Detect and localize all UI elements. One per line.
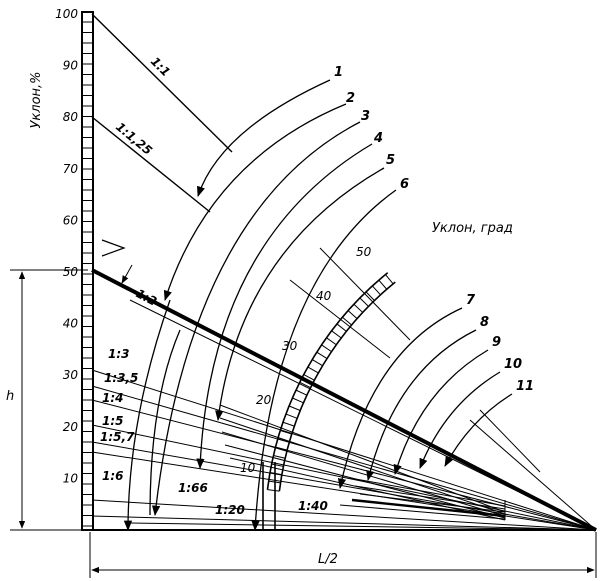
curve-num-1: 1 <box>334 65 343 80</box>
axis-tick-60: 60 <box>63 213 79 227</box>
curve-arrow-1 <box>197 79 331 197</box>
slope-line-1-5-7 <box>91 441 597 531</box>
degree-guides <box>289 247 411 359</box>
percent-axis: 100 90 80 70 60 50 40 30 20 10 <box>55 7 94 531</box>
label-1-1: 1:1 <box>148 54 173 79</box>
label-1-2: 1:2 <box>134 286 160 308</box>
slope-line-1-1-25 <box>91 116 211 213</box>
curve-arrow-7 <box>337 307 463 490</box>
axis-tick-40: 40 <box>63 317 79 331</box>
curve-arrows-right <box>337 307 513 490</box>
label-1-66: 1:66 <box>178 481 208 495</box>
slope-line-1-4 <box>91 399 597 531</box>
axis-tick-30: 30 <box>63 368 79 382</box>
label-1-3: 1:3 <box>108 347 130 361</box>
curve-num-9: 9 <box>492 335 501 350</box>
curve-number-labels: 1 2 3 4 5 6 7 8 9 10 11 <box>334 65 534 394</box>
slope-line-1-20 <box>91 499 597 531</box>
curve-num-3: 3 <box>361 109 370 124</box>
degree-scale-title: Уклон, град <box>432 221 513 236</box>
curve-num-2: 2 <box>346 91 355 106</box>
curve-num-6: 6 <box>400 177 409 192</box>
slope-line-1-1 <box>91 13 233 153</box>
curve-arrows-left <box>123 79 397 532</box>
axis-tick-10: 10 <box>63 471 79 485</box>
label-1-5: 1:5 <box>102 414 124 428</box>
slope-line-1-3-5 <box>91 385 597 531</box>
curve-num-10: 10 <box>504 357 522 372</box>
label-1-3-5: 1:3,5 <box>104 371 138 385</box>
slope-line-1-6 <box>91 451 597 531</box>
curve-arrow-4 <box>196 143 373 470</box>
label-1-6: 1:6 <box>102 469 124 483</box>
axis-tick-70: 70 <box>63 162 79 176</box>
fan-lines <box>219 404 597 531</box>
l2-label: L/2 <box>318 552 338 567</box>
curve-num-8: 8 <box>480 315 489 330</box>
slope-line-1-40 <box>91 515 597 531</box>
h-label: h <box>6 389 14 404</box>
degree-tick-labels: 50 40 30 20 10 <box>240 245 372 475</box>
curve-arrow-2 <box>163 103 347 301</box>
deg-tick-40: 40 <box>316 289 332 303</box>
curve-num-7: 7 <box>466 293 476 308</box>
curve-arrow-5 <box>215 167 385 422</box>
deg-tick-50: 50 <box>356 245 372 259</box>
axis-tick-90: 90 <box>63 59 79 73</box>
y-axis-title: Уклон,% <box>29 71 44 128</box>
deg-tick-30: 30 <box>282 339 298 353</box>
label-1-20: 1:20 <box>215 503 245 517</box>
curve-num-11: 11 <box>516 379 534 394</box>
l2-dimension: L/2 <box>89 532 597 578</box>
curve-arrow-3 <box>151 121 361 517</box>
label-1-5-7: 1:5,7 <box>100 430 135 444</box>
curve-arrow-6 <box>251 189 397 532</box>
curve-arrow-11 <box>444 393 513 467</box>
curve-arrow-9 <box>393 349 489 475</box>
axis-tick-50: 50 <box>63 265 79 279</box>
label-1-40: 1:40 <box>298 499 328 513</box>
slope-line-1-5 <box>91 424 597 531</box>
deg-tick-10: 10 <box>240 461 256 475</box>
pointer-mark <box>101 239 133 284</box>
curve-num-4: 4 <box>373 131 383 146</box>
deg-tick-20: 20 <box>256 393 272 407</box>
curve-num-5: 5 <box>386 153 395 168</box>
axis-tick-80: 80 <box>63 110 79 124</box>
slope-line-1-3 <box>91 369 597 531</box>
h-dimension: h <box>6 269 88 531</box>
label-1-4: 1:4 <box>102 391 124 405</box>
slope-line-1-2 <box>91 268 597 532</box>
axis-tick-20: 20 <box>63 420 79 434</box>
degree-scale <box>262 272 396 530</box>
axis-tick-100: 100 <box>55 7 78 21</box>
curve-arrow-10 <box>419 371 501 469</box>
curve-arrow-8 <box>366 329 477 482</box>
